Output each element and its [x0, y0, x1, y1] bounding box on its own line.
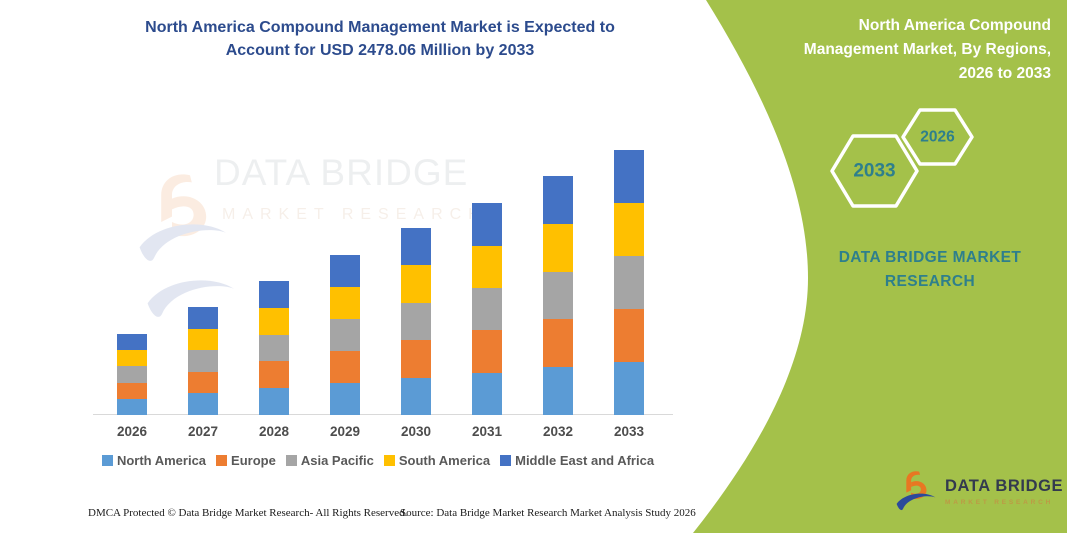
x-axis-label-2032: 2032 — [542, 424, 574, 439]
bar-segment-south-america-2027 — [188, 328, 218, 351]
bar-segment-south-america-2030 — [401, 265, 431, 303]
bar-segment-north-america-2033 — [614, 362, 644, 415]
legend-swatch — [383, 455, 395, 466]
bar-segment-north-america-2031 — [472, 372, 502, 415]
bar-segment-middle-east-and-africa-2029 — [330, 255, 360, 288]
data-bridge-logo: DATA BRIDGE MARKET RESEARCH — [895, 467, 1063, 515]
legend-label: North America — [116, 453, 207, 468]
legend-label: Middle East and Africa — [515, 453, 655, 468]
x-axis-line — [93, 414, 673, 415]
stacked-bar-2032 — [543, 176, 573, 415]
bar-segment-north-america-2032 — [543, 367, 573, 415]
chart-title: North America Compound Management Market… — [145, 19, 615, 60]
year-hexagons: 2026 2033 — [830, 108, 974, 208]
dmca-notice: DMCA Protected © Data Bridge Market Rese… — [88, 507, 408, 519]
legend-swatch — [216, 455, 228, 466]
bar-segment-asia-pacific-2033 — [614, 256, 644, 309]
bar-segment-europe-2030 — [401, 340, 431, 378]
x-axis-label-2027: 2027 — [187, 424, 219, 439]
bar-segment-asia-pacific-2032 — [543, 271, 573, 320]
bar-segment-asia-pacific-2030 — [401, 302, 431, 341]
source-note: Source: Data Bridge Market Research Mark… — [400, 507, 696, 519]
chart-legend: North America Europe Asia Pacific South Ame… — [78, 453, 678, 468]
stacked-bar-2028 — [259, 281, 289, 415]
stacked-bar-2033 — [614, 150, 644, 415]
bar-segment-north-america-2028 — [259, 388, 289, 415]
bar-segment-south-america-2032 — [543, 223, 573, 272]
watermark-text-line1: DATA BRIDGE — [214, 152, 469, 193]
bar-segment-middle-east-and-africa-2027 — [188, 307, 218, 329]
bar-segment-middle-east-and-africa-2031 — [472, 203, 502, 246]
bar-segment-europe-2026 — [117, 382, 147, 399]
legend-item-north-america: North America — [101, 453, 207, 468]
legend-item-asia-pacific: Asia Pacific — [285, 453, 374, 468]
x-axis-label-2026: 2026 — [116, 424, 148, 439]
bar-segment-asia-pacific-2029 — [330, 319, 360, 352]
hexagon-2033-label: 2033 — [853, 161, 895, 182]
bar-segment-asia-pacific-2027 — [188, 350, 218, 372]
bar-segment-middle-east-and-africa-2028 — [259, 281, 289, 308]
stacked-bar-2030 — [401, 228, 431, 415]
bar-segment-north-america-2027 — [188, 393, 218, 415]
bar-segment-north-america-2029 — [330, 383, 360, 415]
legend-label: Asia Pacific — [300, 453, 374, 468]
bar-segment-europe-2031 — [472, 330, 502, 373]
legend-label: South America — [398, 453, 491, 468]
bar-segment-south-america-2028 — [259, 307, 289, 335]
stacked-bar-2027 — [188, 307, 218, 415]
stacked-bar-2029 — [330, 255, 360, 415]
bar-segment-europe-2032 — [543, 319, 573, 368]
logo-text-line2: MARKET RESEARCH — [945, 498, 1054, 506]
watermark: DATA BRIDGE MARKET RESEARCH — [136, 124, 480, 334]
watermark-text-line2: MARKET RESEARCH — [222, 206, 487, 223]
brand-text: DATA BRIDGE MARKET RESEARCH — [838, 249, 1022, 290]
bar-segment-south-america-2026 — [117, 350, 147, 367]
legend-swatch — [101, 455, 113, 466]
x-axis-label-2033: 2033 — [613, 424, 645, 439]
bar-segment-asia-pacific-2026 — [117, 366, 147, 383]
x-axis-label-2031: 2031 — [471, 424, 503, 439]
bar-segment-south-america-2029 — [330, 287, 360, 320]
bar-segment-europe-2029 — [330, 351, 360, 384]
bar-segment-north-america-2030 — [401, 377, 431, 415]
bar-segment-middle-east-and-africa-2030 — [401, 228, 431, 266]
x-axis-label-2030: 2030 — [400, 424, 432, 439]
stacked-bar-2031 — [472, 203, 502, 415]
legend-swatch — [500, 455, 512, 466]
bar-segment-asia-pacific-2028 — [259, 334, 289, 362]
bar-segment-middle-east-and-africa-2032 — [543, 176, 573, 224]
bar-segment-europe-2027 — [188, 371, 218, 394]
bar-segment-north-america-2026 — [117, 398, 147, 415]
bar-segment-europe-2028 — [259, 361, 289, 389]
hexagon-2026-label: 2026 — [920, 129, 955, 146]
data-bridge-logo-watermark-icon — [139, 174, 234, 317]
side-panel-title: North America Compound Management Market… — [803, 17, 1051, 82]
bar-segment-middle-east-and-africa-2026 — [117, 333, 147, 351]
bar-segment-asia-pacific-2031 — [472, 287, 502, 331]
bar-segment-europe-2033 — [614, 309, 644, 362]
stacked-bar-2026 — [117, 333, 147, 415]
bar-segment-south-america-2033 — [614, 203, 644, 256]
legend-item-south-america: South America — [383, 453, 491, 468]
x-axis-label-2028: 2028 — [258, 424, 290, 439]
bar-segment-middle-east-and-africa-2033 — [614, 150, 644, 203]
bar-segment-south-america-2031 — [472, 245, 502, 288]
legend-swatch — [285, 455, 297, 466]
x-axis-label-2029: 2029 — [329, 424, 361, 439]
legend-item-europe: Europe — [216, 453, 276, 468]
legend-label: Europe — [231, 453, 276, 468]
data-bridge-logo-icon — [896, 471, 936, 511]
logo-text-line1: DATA BRIDGE — [945, 476, 1064, 495]
legend-item-middle-east-and-africa: Middle East and Africa — [500, 453, 654, 468]
